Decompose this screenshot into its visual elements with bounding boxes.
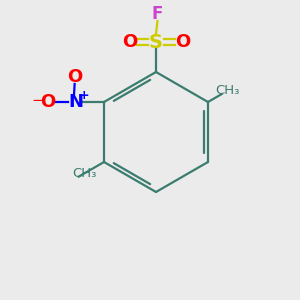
Text: CH₃: CH₃ bbox=[72, 167, 97, 180]
Text: N: N bbox=[68, 93, 83, 111]
Text: CH₃: CH₃ bbox=[215, 84, 240, 97]
Text: S: S bbox=[149, 32, 163, 52]
Text: O: O bbox=[175, 33, 190, 51]
Text: O: O bbox=[67, 68, 82, 86]
Text: O: O bbox=[122, 33, 137, 51]
Text: F: F bbox=[152, 5, 163, 23]
Text: −: − bbox=[31, 93, 44, 108]
Text: +: + bbox=[79, 89, 89, 102]
Text: O: O bbox=[40, 93, 56, 111]
